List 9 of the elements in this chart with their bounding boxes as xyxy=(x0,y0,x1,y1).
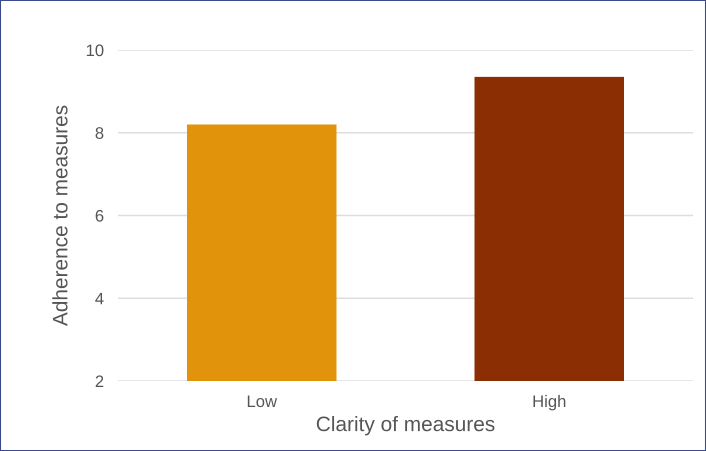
x-tick-label: High xyxy=(533,394,566,410)
y-tick-label: 4 xyxy=(95,292,104,304)
x-tick-label: Low xyxy=(248,396,278,408)
x-axis-title: Clarity of measures xyxy=(316,416,494,436)
y-tick-label: 6 xyxy=(96,210,104,222)
y-tick-label: 8 xyxy=(96,127,104,139)
y-tick-label: 2 xyxy=(96,375,104,388)
y-tick-label: 10 xyxy=(86,44,104,56)
y-axis-title: Adherence to measures xyxy=(52,106,68,326)
